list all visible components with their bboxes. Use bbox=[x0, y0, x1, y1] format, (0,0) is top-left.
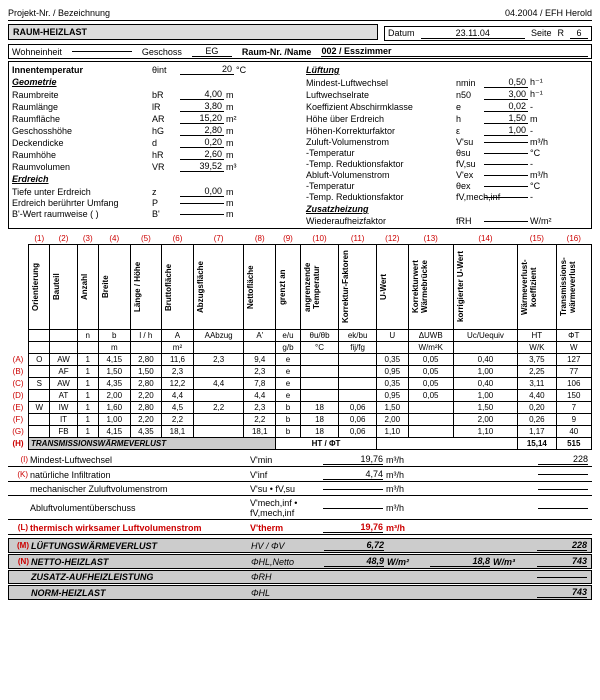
param-row: -Temperaturθex°C bbox=[306, 181, 588, 191]
project-label: Projekt-Nr. / Bezeichnung bbox=[8, 8, 110, 18]
params-box: Innentemperaturθint20°C Geometrie Raumbr… bbox=[8, 61, 592, 229]
param-row: RaumlängelR3,80m bbox=[12, 101, 294, 112]
param-row: -Temp. ReduktionsfaktorfV,mech,inf- bbox=[306, 192, 588, 202]
param-row: Deckendicked0,20m bbox=[12, 137, 294, 148]
param-row: -Temperaturθsu°C bbox=[306, 148, 588, 158]
param-row: B'-Wert raumweise ( )B'm bbox=[12, 209, 294, 219]
geometrie-title: Geometrie bbox=[12, 77, 294, 87]
param-row: Höhen-Korrekturfaktorε1,00- bbox=[306, 125, 588, 136]
param-row: Mindest-Luftwechselnmin0,50h⁻¹ bbox=[306, 77, 588, 88]
param-row: GeschosshöhehG2,80m bbox=[12, 125, 294, 136]
summary-block: (M)LÜFTUNGSWÄRMEVERLUSTHV / ΦV6,72228(N)… bbox=[8, 538, 592, 600]
param-row: RaumhöhehR2,60m bbox=[12, 149, 294, 160]
param-row: RaumflächeAR15,20m² bbox=[12, 113, 294, 124]
param-row: WiederaufheizfaktorfRHW/m² bbox=[306, 216, 588, 226]
ventilation-calc: (I)Mindest-LuftwechselV'min19,76m³/h228(… bbox=[8, 453, 592, 535]
param-row: Höhe über Erdreichh1,50m bbox=[306, 113, 588, 124]
param-row: Tiefe unter Erdreichz0,00m bbox=[12, 186, 294, 197]
param-row: RaumbreitebR4,00m bbox=[12, 89, 294, 100]
param-row: RaumvolumenVR39,52m³ bbox=[12, 161, 294, 172]
param-row: Koeffizient Abschirmklassee0,02- bbox=[306, 101, 588, 112]
date-box: Datum23.11.04 SeiteR6 bbox=[384, 26, 592, 41]
param-row: Erdreich berührter UmfangPm bbox=[12, 198, 294, 208]
param-row: -Temp. ReduktionsfaktorfV,su- bbox=[306, 159, 588, 169]
project-header: Projekt-Nr. / Bezeichnung 04.2004 / EFH … bbox=[8, 8, 592, 21]
param-row: Zuluft-VolumenstromV'sum³/h bbox=[306, 137, 588, 147]
project-code: 04.2004 / EFH Herold bbox=[505, 8, 592, 18]
param-row: Abluft-VolumenstromV'exm³/h bbox=[306, 170, 588, 180]
room-meta: Wohneinheit GeschossEG Raum-Nr. /Name002… bbox=[8, 44, 592, 59]
title-bar: RAUM-HEIZLAST bbox=[8, 24, 378, 40]
main-table: (1)(2)(3)(4)(5)(6)(7)(8)(9)(10)(11)(12)(… bbox=[8, 233, 592, 450]
param-row: Luftwechselraten503,00h⁻¹ bbox=[306, 89, 588, 100]
